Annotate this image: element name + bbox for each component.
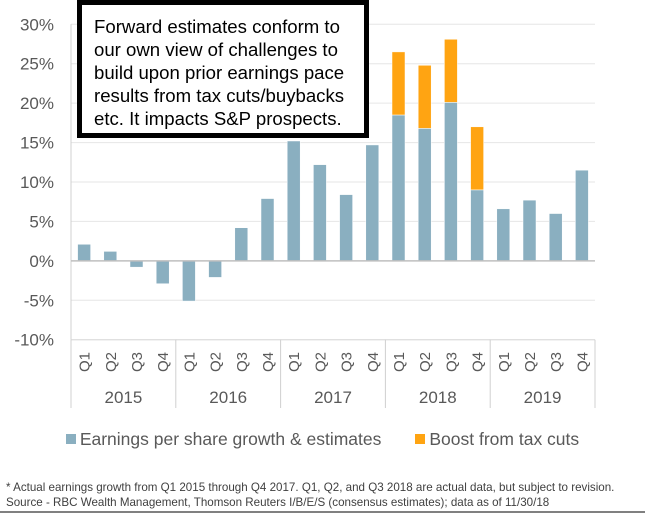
legend-label-tax-boost: Boost from tax cuts	[429, 428, 580, 449]
y-tick-label: 5%	[29, 212, 54, 231]
bar-eps	[260, 198, 275, 262]
quarter-label: Q2	[417, 352, 434, 372]
quarter-label: Q4	[470, 352, 487, 372]
bar-eps	[417, 128, 432, 262]
footer-divider	[0, 511, 645, 513]
bar-eps	[286, 140, 301, 262]
footnote-source: Source - RBC Wealth Management, Thomson …	[6, 496, 550, 509]
quarter-label: Q1	[181, 352, 198, 372]
quarter-label: Q2	[208, 352, 225, 372]
legend-label-eps: Earnings per share growth & estimates	[79, 428, 382, 449]
year-label: 2019	[524, 388, 562, 407]
quarter-label: Q3	[548, 352, 565, 372]
bar-tax-boost	[444, 39, 458, 103]
legend: Earnings per share growth & estimates Bo…	[0, 428, 645, 450]
legend-swatch-tax-boost	[415, 434, 426, 444]
quarter-label: Q3	[234, 352, 251, 372]
quarter-label: Q1	[286, 352, 303, 372]
quarter-label: Q4	[574, 352, 591, 372]
year-label: 2018	[419, 388, 457, 407]
legend-item-eps: Earnings per share growth & estimates	[65, 428, 382, 450]
y-axis-ticks: -10% -5% 0% 5% 10% 15% 20% 25% 30%	[14, 15, 54, 349]
bar-eps	[208, 260, 222, 278]
y-tick-label: 30%	[20, 15, 54, 34]
year-label: 2016	[209, 388, 247, 407]
footnote: * Actual earnings growth from Q1 2015 th…	[6, 480, 614, 510]
bar-tax-boost	[417, 65, 432, 129]
bar-eps	[234, 227, 249, 262]
y-tick-label: 25%	[20, 55, 54, 74]
bar-eps	[548, 213, 563, 262]
bar-eps	[575, 169, 589, 262]
legend-swatch-eps	[65, 434, 76, 444]
quarter-label: Q4	[260, 352, 277, 372]
bar-eps	[522, 199, 537, 262]
legend-item-tax-boost: Boost from tax cuts	[415, 428, 579, 450]
y-tick-label: -10%	[14, 331, 54, 350]
bar-eps	[103, 251, 118, 262]
bar-tax-boost	[391, 51, 406, 116]
quarter-label: Q4	[155, 352, 172, 372]
x-axis: Q1 Q2 Q3 Q4 Q1 Q2 Q3 Q4 Q1 Q2 Q3 Q4 Q1 Q2 Q3 Q4 Q1 Q2 Q3 Q4…	[70, 339, 596, 408]
quarter-label: Q2	[103, 352, 120, 372]
y-tick-label: 20%	[20, 94, 54, 113]
bar-eps	[444, 102, 458, 262]
year-label: 2017	[314, 388, 352, 407]
year-label: 2015	[104, 388, 142, 407]
quarter-label: Q4	[365, 352, 382, 372]
footnote-line-1: * Actual earnings growth from Q1 2015 th…	[6, 481, 615, 494]
quarter-label: Q3	[129, 352, 146, 372]
quarter-label: Q1	[496, 352, 513, 372]
bar-eps	[313, 164, 327, 262]
bar-eps	[129, 260, 144, 268]
y-tick-label: 0%	[29, 252, 54, 271]
bar-eps	[155, 260, 170, 284]
bar-eps	[391, 114, 406, 262]
quarter-label: Q3	[339, 352, 356, 372]
quarter-label: Q2	[522, 352, 539, 372]
quarter-label: Q1	[77, 352, 94, 372]
y-tick-label: 10%	[20, 173, 54, 192]
bars	[71, 39, 595, 302]
annotation-box: Forward estimates conform to our own vie…	[77, 0, 369, 138]
bar-eps	[496, 208, 511, 262]
y-tick-label: -5%	[24, 291, 54, 310]
bar-eps	[470, 189, 484, 262]
bar-eps	[77, 244, 91, 262]
bar-tax-boost	[470, 126, 484, 191]
quarter-label: Q1	[391, 352, 408, 372]
quarter-label: Q3	[443, 352, 460, 372]
bar-eps	[365, 144, 380, 262]
y-tick-label: 15%	[20, 134, 54, 153]
quarter-label: Q2	[312, 352, 329, 372]
bar-eps	[339, 194, 353, 262]
bar-eps	[182, 260, 196, 302]
annotation-text: Forward estimates conform to our own vie…	[94, 16, 345, 129]
